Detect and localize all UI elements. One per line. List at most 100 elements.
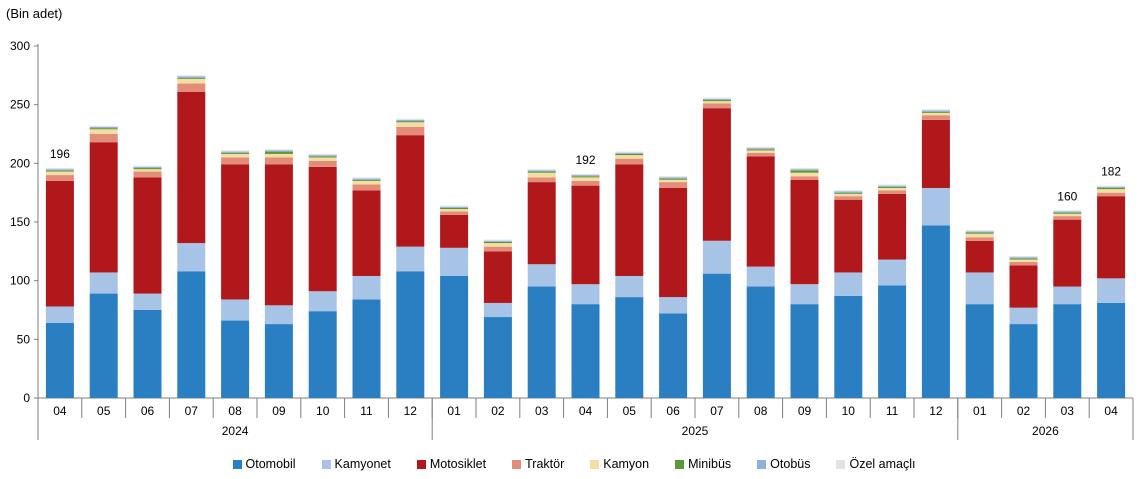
- bar-segment: [659, 177, 688, 179]
- x-year-label: 2025: [682, 424, 709, 438]
- bar-segment: [1097, 189, 1126, 193]
- x-tick-label: 01: [973, 404, 987, 418]
- x-tick-label: 04: [53, 404, 67, 418]
- bar-segment: [1097, 185, 1126, 187]
- bar-segment: [1097, 187, 1126, 190]
- bar-segment: [921, 187, 950, 226]
- bar-segment: [177, 83, 206, 92]
- bar-segment: [177, 75, 206, 77]
- bar-segment: [921, 111, 950, 113]
- x-tick-label: 04: [1104, 404, 1118, 418]
- bar-segment: [702, 103, 731, 109]
- y-tick-label: 250: [10, 98, 30, 112]
- bar-segment: [133, 293, 162, 310]
- bar-segment: [659, 187, 688, 298]
- bar-segment: [921, 115, 950, 120]
- bar-segment: [965, 230, 994, 232]
- bar-segment: [177, 77, 206, 79]
- bar-segment: [483, 302, 512, 318]
- y-tick-label: 200: [10, 156, 30, 170]
- total-data-label: 196: [50, 147, 70, 161]
- bar-segment: [352, 275, 381, 300]
- legend-label: Otobüs: [770, 457, 811, 471]
- y-tick-label: 100: [10, 274, 30, 288]
- bar-segment: [1053, 286, 1082, 305]
- bar-segment: [834, 190, 863, 192]
- bar-segment: [264, 164, 293, 306]
- legend-label: Traktör: [525, 457, 565, 471]
- legend-item: Kamyon: [590, 457, 649, 471]
- x-tick-label: 12: [404, 404, 418, 418]
- bar-segment: [264, 150, 293, 152]
- bar-segment: [89, 128, 118, 130]
- bar-segment: [440, 205, 469, 207]
- bar-segment: [1009, 256, 1038, 258]
- bar-segment: [483, 240, 512, 242]
- bar-segment: [527, 171, 556, 173]
- bar-segment: [659, 178, 688, 180]
- bar-segment: [483, 243, 512, 247]
- bar-segment: [834, 272, 863, 296]
- bar-segment: [396, 135, 425, 247]
- bar-segment: [571, 180, 600, 186]
- bar-segment: [89, 293, 118, 398]
- x-tick-label: 07: [710, 404, 724, 418]
- bar-segment: [702, 240, 731, 274]
- bar-segment: [221, 150, 250, 152]
- bar-segment: [659, 313, 688, 398]
- total-data-label: 182: [1101, 165, 1121, 179]
- bar-segment: [45, 168, 74, 170]
- legend-item: Kamyonet: [321, 457, 391, 471]
- bar-segment: [177, 76, 206, 78]
- bar-segment: [45, 170, 74, 172]
- bar-segment: [396, 118, 425, 120]
- bar-segment: [527, 264, 556, 287]
- bar-segment: [1009, 307, 1038, 325]
- bar-segment: [571, 284, 600, 305]
- bar-segment: [440, 275, 469, 398]
- bar-segment: [790, 284, 819, 305]
- x-tick-label: 11: [360, 404, 373, 418]
- bar-segment: [133, 169, 162, 172]
- bar-segment: [1053, 216, 1082, 220]
- bar-segment: [221, 157, 250, 165]
- legend-label: Kamyonet: [334, 457, 391, 471]
- bar-segment: [396, 271, 425, 398]
- bar-segment: [571, 177, 600, 181]
- bar-segment: [878, 193, 907, 260]
- bar-segment: [483, 246, 512, 252]
- bar-segment: [571, 176, 600, 178]
- bar-segment: [965, 231, 994, 233]
- bar-segment: [45, 175, 74, 181]
- bar-segment: [1053, 210, 1082, 212]
- bar-segment: [1097, 278, 1126, 303]
- bar-segment: [483, 317, 512, 398]
- bar-segment: [790, 168, 819, 170]
- bar-segment: [45, 322, 74, 398]
- bar-segment: [133, 166, 162, 169]
- bar-segment: [790, 176, 819, 180]
- bar-segment: [965, 240, 994, 273]
- bar-segment: [396, 119, 425, 122]
- bar-segment: [571, 175, 600, 177]
- x-tick-label: 03: [535, 404, 549, 418]
- bar-segment: [89, 272, 118, 294]
- bar-segment: [659, 179, 688, 183]
- bar-segment: [221, 299, 250, 321]
- bar-segment: [878, 285, 907, 398]
- x-year-label: 2026: [1032, 424, 1059, 438]
- bar-segment: [221, 151, 250, 153]
- y-tick-label: 150: [10, 215, 30, 229]
- x-tick-label: 09: [798, 404, 812, 418]
- bar-segment: [264, 305, 293, 325]
- bar-segment: [89, 129, 118, 134]
- bar-segment: [1009, 258, 1038, 260]
- bar-segment: [308, 291, 337, 312]
- bar-segment: [1097, 192, 1126, 197]
- legend-item: Otobüs: [757, 457, 810, 471]
- bar-segment: [702, 97, 731, 99]
- x-tick-label: 01: [447, 404, 461, 418]
- bar-segment: [264, 157, 293, 165]
- bar-segment: [1053, 213, 1082, 217]
- bar-segment: [221, 153, 250, 158]
